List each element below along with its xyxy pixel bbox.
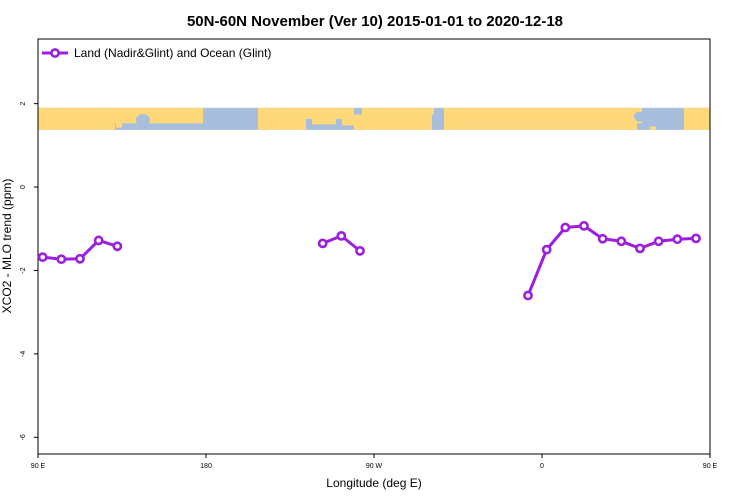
map-land (106, 123, 115, 130)
data-point (355, 245, 365, 256)
map-land (116, 123, 122, 128)
x-tick-label: 180 (200, 463, 212, 470)
data-point (635, 243, 645, 254)
data-point (75, 253, 85, 264)
map-land (444, 107, 462, 130)
map-land (462, 107, 642, 124)
x-tick-label: 90 E (31, 463, 46, 470)
x-axis: 90 E 180 90 W 0 90 E (31, 454, 718, 470)
y-tick-label: -4 (20, 351, 27, 357)
y-tick-label: -2 (20, 267, 27, 273)
series-layer (37, 220, 701, 301)
map-land (38, 107, 107, 130)
map-land (258, 107, 354, 119)
data-point (653, 236, 664, 247)
data-point (597, 233, 608, 244)
y-tick-label: 0 (20, 185, 27, 189)
legend-label: Land (Nadir&Glint) and Ocean (Glint) (74, 46, 271, 60)
map-land (684, 107, 710, 130)
legend-marker (50, 48, 60, 58)
data-point (691, 233, 701, 244)
x-tick-label: 0 (540, 463, 544, 470)
data-point (579, 220, 589, 231)
data-point (616, 236, 627, 247)
y-tick-label: 2 (20, 102, 27, 106)
data-point (93, 235, 104, 246)
y-tick-label: -6 (20, 434, 27, 440)
data-point (336, 230, 347, 241)
x-tick-label: 90 W (366, 463, 383, 470)
map-land (312, 118, 336, 125)
data-point (523, 290, 533, 301)
map-land (258, 118, 306, 130)
map-land (106, 107, 203, 124)
data-point (541, 244, 552, 255)
map-land (650, 126, 656, 130)
x-axis-label: Longitude (deg E) (326, 476, 421, 490)
map-ocean-inlet (634, 111, 646, 122)
data-point (112, 241, 123, 252)
series-line (526, 224, 697, 297)
data-point (317, 238, 328, 249)
map-ocean-inlet (136, 113, 150, 126)
y-axis: 2 0 -2 -4 -6 (20, 102, 38, 440)
map-land (342, 118, 354, 126)
chart-title: 50N-60N November (Ver 10) 2015-01-01 to … (187, 13, 563, 30)
x-tick-label: 90 E (703, 463, 718, 470)
data-point (560, 222, 571, 233)
map-land (462, 123, 637, 130)
y-axis-label: XCO2 - MLO trend (ppm) (0, 179, 14, 314)
map-land (354, 114, 432, 130)
data-point (672, 234, 683, 245)
data-point (37, 252, 48, 263)
map-ocean-inlet (672, 114, 682, 123)
data-point (56, 254, 67, 265)
map-land (362, 107, 434, 115)
legend: Land (Nadir&Glint) and Ocean (Glint) (42, 46, 271, 60)
map-strip (38, 107, 710, 130)
